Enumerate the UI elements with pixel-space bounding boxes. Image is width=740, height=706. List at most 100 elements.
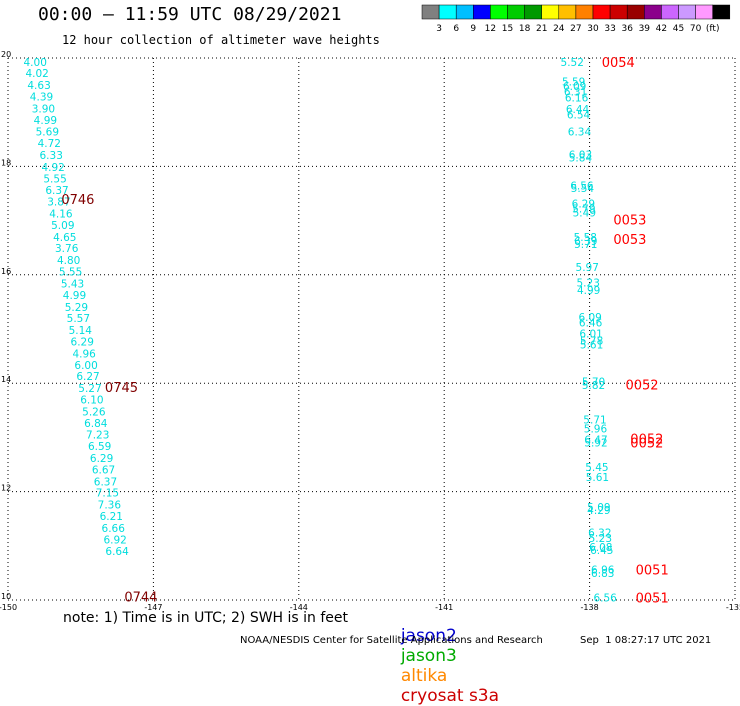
wave-height-label: 6.56 — [593, 592, 617, 604]
wave-height-label: 5.92 — [584, 437, 607, 449]
wave-height-label: 6.37 — [94, 476, 117, 488]
pass-time-label: 0746 — [61, 193, 94, 208]
color-scale-label: 9 — [470, 24, 476, 34]
wave-height-label: 6.09 — [563, 81, 586, 93]
wave-height-label: 5.09 — [587, 502, 610, 514]
pass-time-label: 0054 — [602, 56, 635, 71]
wave-height-label: 5.84 — [569, 153, 593, 165]
wave-height-label: 6.66 — [102, 523, 126, 535]
pass-time-label: 0052 — [625, 378, 658, 393]
wave-height-label: 5.14 — [69, 325, 93, 337]
color-scale-label: (ft) — [706, 24, 720, 34]
pass-time-label: 0052 — [630, 436, 663, 451]
color-scale-label: 36 — [621, 24, 633, 34]
wave-height-label: 4.99 — [34, 115, 57, 127]
color-scale-label: 42 — [656, 24, 667, 34]
pass-time-label: 0051 — [636, 591, 669, 606]
color-scale-label: 45 — [673, 24, 684, 34]
wave-height-label: 5.26 — [82, 406, 106, 418]
wave-height-label: 5.29 — [65, 302, 88, 314]
wave-height-label: 4.99 — [63, 290, 86, 302]
wave-height-label: 5.09 — [51, 220, 74, 232]
color-scale-label: 33 — [604, 24, 615, 34]
wave-height-label: 6.67 — [92, 464, 115, 476]
wave-height-label: 7.36 — [98, 500, 122, 512]
wave-height-label: 5.82 — [582, 380, 605, 392]
wave-height-label: 4.80 — [57, 255, 80, 267]
wave-height-label: 6.21 — [100, 511, 123, 523]
color-scale-label: 70 — [690, 24, 702, 34]
color-scale-label: 21 — [536, 24, 547, 34]
color-scale-label: 39 — [639, 24, 651, 34]
wave-height-label: 5.59 — [562, 76, 585, 88]
wave-height-label: 6.29 — [71, 336, 94, 348]
wave-height-label: 5.70 — [582, 377, 605, 389]
mission-legend: jason2 jason3 altika cryosat s3a — [390, 606, 509, 706]
wave-height-label: 6.10 — [80, 394, 103, 406]
wave-height-label: 3.76 — [55, 243, 79, 255]
wave-height-label: 4.72 — [38, 138, 61, 150]
y-tick-label: 20 — [1, 50, 11, 59]
color-scale-label: 12 — [485, 24, 496, 34]
wave-height-label: 6.46 — [579, 317, 603, 329]
wave-height-label: 6.44 — [566, 104, 590, 116]
wave-height-chart: 10 12 14 16 18 20 -150 -147 -144 -141 -138 -135 4.00… — [0, 50, 740, 612]
x-tick-label: -147 — [144, 603, 162, 612]
wave-height-label: 6.37 — [45, 185, 68, 197]
wave-height-label: 4.39 — [30, 91, 53, 103]
x-tick-label: -150 — [0, 603, 17, 612]
mission-jason3: jason3 — [400, 646, 457, 666]
wave-height-label: 4.99 — [577, 285, 600, 297]
x-tick-label: -135 — [726, 603, 740, 612]
mission-jason2: jason2 — [400, 626, 457, 646]
wave-height-label: 5.27 — [78, 383, 101, 395]
y-tick-label: 12 — [1, 484, 11, 493]
color-scale-label: 15 — [502, 24, 513, 34]
y-tick-label: 14 — [1, 375, 11, 384]
wave-height-label: 6.00 — [74, 360, 97, 372]
wave-height-label: 5.23 — [577, 277, 600, 289]
wave-height-label: 5.71 — [583, 415, 606, 427]
wave-height-label: 6.96 — [591, 565, 615, 577]
color-scale-label: 3 — [436, 24, 442, 34]
wave-height-label: 4.96 — [72, 348, 96, 360]
wave-height-label: 5.61 — [586, 472, 609, 484]
wave-height-label: 5.58 — [574, 232, 597, 244]
wave-height-label: 4.16 — [49, 209, 73, 221]
wave-height-label: 6.39 — [574, 236, 597, 248]
y-tick-label: 18 — [1, 158, 11, 167]
wave-height-label: 5.55 — [59, 267, 82, 279]
x-tick-label: -141 — [435, 603, 453, 612]
wave-height-label: 5.23 — [589, 533, 612, 545]
x-tick-label: -138 — [581, 603, 599, 612]
wave-height-label: 5.69 — [36, 127, 59, 139]
wave-height-label: 4.63 — [27, 80, 50, 92]
page-subtitle: 12 hour collection of altimeter wave hei… — [62, 33, 380, 47]
wave-height-label: 3.90 — [32, 103, 55, 115]
pass-time-label: 0052 — [630, 432, 663, 447]
wave-height-label: 6.01 — [579, 328, 602, 340]
wave-height-label: 5.61 — [580, 340, 603, 352]
wave-height-label: 4.00 — [24, 57, 47, 69]
pass-time-label: 0053 — [613, 233, 646, 248]
wave-height-label: 6.03 — [569, 149, 592, 161]
y-tick-label: 16 — [1, 267, 11, 276]
wave-height-label: 6.34 — [568, 127, 592, 139]
color-scale-legend: 3 6 9 12 15 18 21 24 27 30 33 36 39 42 45 70 (ft) — [421, 4, 731, 34]
wave-height-label: 6.56 — [570, 180, 594, 192]
wave-height-label: 6.47 — [584, 435, 607, 447]
generation-timestamp: Sep 1 08:27:17 UTC 2021 — [580, 635, 712, 646]
wave-height-label: 6.27 — [76, 371, 99, 383]
wave-height-label: 4.02 — [25, 68, 48, 80]
wave-height-label: 5.52 — [561, 57, 584, 69]
pass-time-label: 0744 — [124, 591, 157, 606]
mission-altika: altika — [400, 666, 448, 686]
wave-height-label: 4.65 — [53, 232, 76, 244]
color-scale-label: 18 — [519, 24, 531, 34]
wave-height-label: 5.45 — [585, 462, 608, 474]
wave-height-label: 5.78 — [580, 335, 603, 347]
wave-height-label: 6.32 — [588, 527, 611, 539]
mission-cryosat: cryosat s3a — [400, 686, 500, 706]
wave-height-label: 5.79 — [572, 204, 595, 216]
wave-height-label: 5.71 — [574, 239, 597, 251]
